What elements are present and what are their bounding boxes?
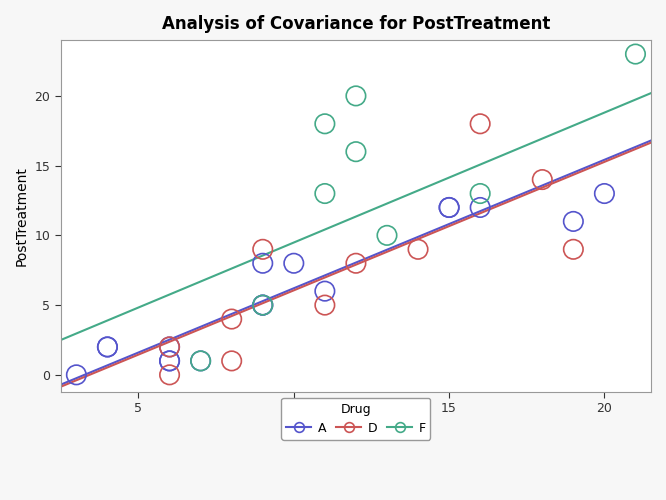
Point <box>258 301 268 309</box>
Point <box>320 301 330 309</box>
Point <box>102 343 113 351</box>
Title: Analysis of Covariance for PostTreatment: Analysis of Covariance for PostTreatment <box>162 15 550 33</box>
Point <box>288 260 299 268</box>
Point <box>258 301 268 309</box>
Point <box>165 357 175 365</box>
Point <box>444 204 454 212</box>
Point <box>195 357 206 365</box>
Legend: A, D, F: A, D, F <box>282 398 430 440</box>
Y-axis label: PostTreatment: PostTreatment <box>15 166 29 266</box>
Point <box>350 260 361 268</box>
Point <box>320 287 330 295</box>
Point <box>444 204 454 212</box>
Point <box>350 148 361 156</box>
Point <box>630 50 641 58</box>
Point <box>320 190 330 198</box>
Point <box>258 246 268 254</box>
Point <box>195 357 206 365</box>
Point <box>226 315 237 323</box>
Point <box>475 120 486 128</box>
Point <box>568 246 579 254</box>
Point <box>226 357 237 365</box>
Point <box>350 92 361 100</box>
Point <box>599 190 610 198</box>
Point <box>165 343 175 351</box>
Point <box>568 218 579 226</box>
Point <box>165 357 175 365</box>
Point <box>165 371 175 379</box>
Point <box>102 343 113 351</box>
Point <box>165 343 175 351</box>
Point <box>475 190 486 198</box>
Point <box>258 301 268 309</box>
X-axis label: PreTreatment: PreTreatment <box>310 420 402 434</box>
Point <box>475 204 486 212</box>
Point <box>382 232 392 239</box>
Point <box>71 371 82 379</box>
Point <box>537 176 547 184</box>
Point <box>258 260 268 268</box>
Point <box>413 246 424 254</box>
Point <box>320 120 330 128</box>
